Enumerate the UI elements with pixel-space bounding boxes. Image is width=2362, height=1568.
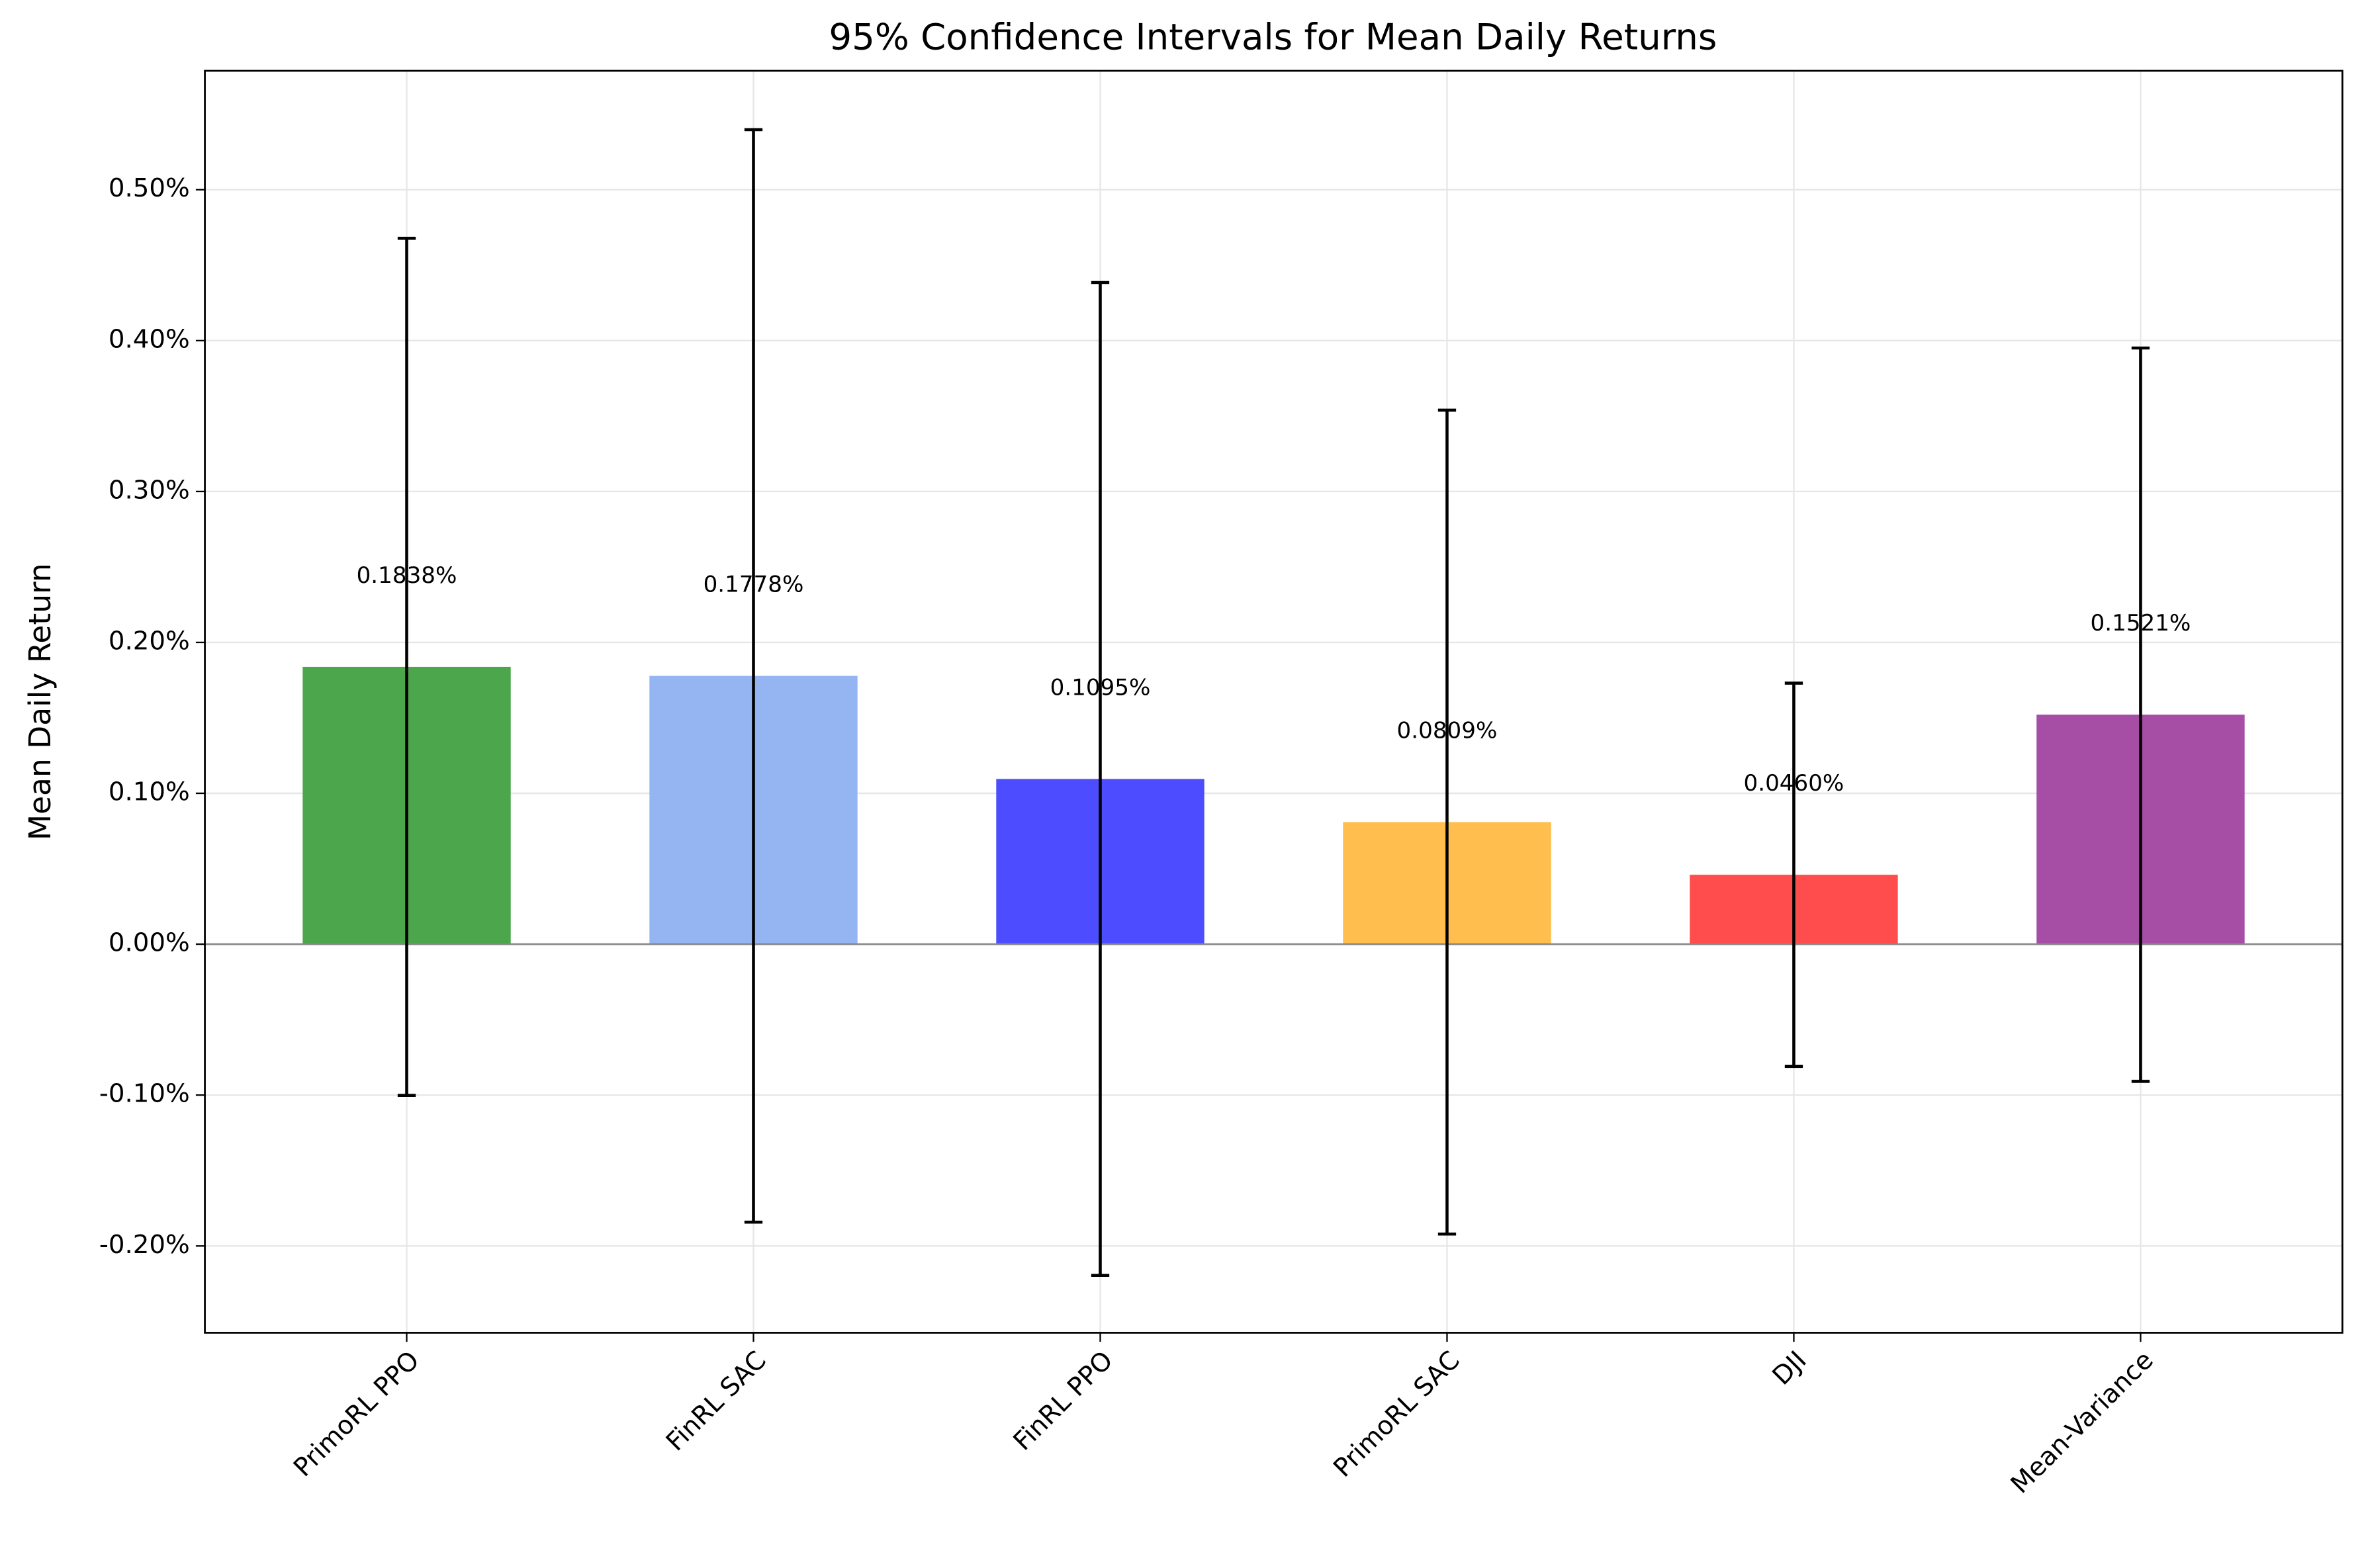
value-label: 0.1778% — [704, 572, 804, 598]
value-label: 0.1521% — [2091, 610, 2191, 636]
x-tick-label: DJI — [1767, 1346, 1813, 1391]
error-bar — [1091, 281, 1110, 1278]
y-tick-label: 0.30% — [109, 475, 190, 505]
y-tick-label: 0.50% — [109, 173, 190, 203]
x-tick-label: FinRL PPO — [1008, 1346, 1119, 1457]
y-tick-label: 0.40% — [109, 324, 190, 354]
error-bar — [1784, 681, 1803, 1068]
value-label: 0.1095% — [1050, 674, 1151, 701]
value-label: 0.0809% — [1397, 718, 1498, 744]
plot-frame — [204, 69, 2343, 1334]
y-tick-label: 0.10% — [109, 777, 190, 807]
x-tick-label: PrimoRL SAC — [1328, 1346, 1465, 1483]
y-tick-label: 0.00% — [109, 928, 190, 958]
error-bar — [1437, 408, 1457, 1236]
error-bar — [397, 236, 416, 1097]
y-axis-label: Mean Daily Return — [23, 563, 58, 840]
error-bar — [744, 128, 763, 1224]
y-tick-label: -0.10% — [99, 1079, 190, 1109]
x-tick-label: FinRL SAC — [660, 1346, 772, 1458]
error-bar — [2131, 346, 2150, 1083]
x-tick-label: Mean-Variance — [2005, 1346, 2159, 1500]
y-tick-label: 0.20% — [109, 626, 190, 656]
value-label: 0.0460% — [1744, 770, 1844, 797]
value-label: 0.1838% — [357, 562, 457, 589]
y-tick-label: -0.20% — [99, 1230, 190, 1260]
x-tick-label: PrimoRL PPO — [288, 1346, 426, 1483]
chart-title: 95% Confidence Intervals for Mean Daily … — [829, 15, 1717, 58]
